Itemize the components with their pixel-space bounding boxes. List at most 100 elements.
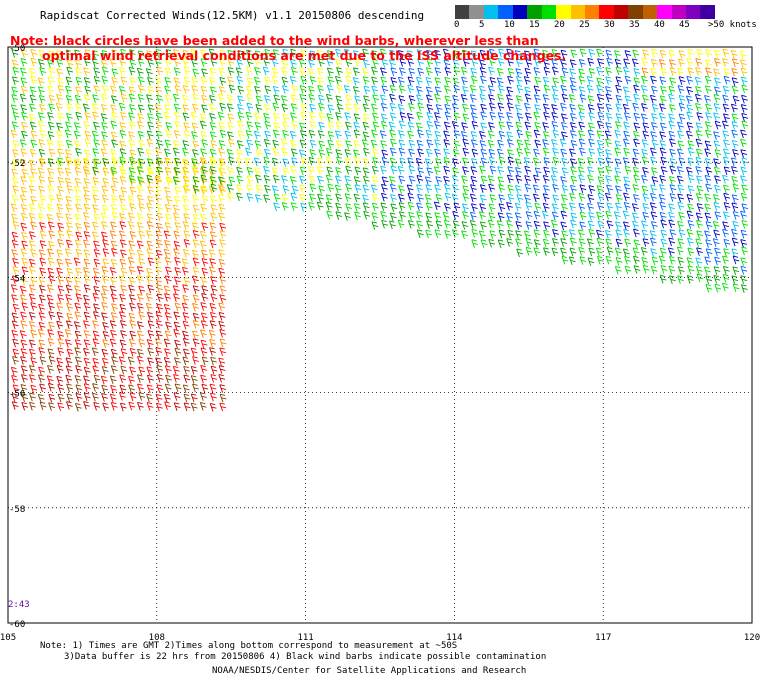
wind-barb xyxy=(444,67,452,76)
wind-barb xyxy=(686,257,694,266)
wind-barb xyxy=(381,59,389,68)
wind-barb xyxy=(83,357,91,367)
wind-barb xyxy=(192,312,200,322)
wind-barb xyxy=(452,229,459,238)
wind-barb xyxy=(677,130,684,140)
wind-barb xyxy=(110,120,118,130)
wind-barb xyxy=(20,365,28,375)
wind-barb xyxy=(163,285,171,295)
wind-barb xyxy=(12,66,20,76)
wind-barb xyxy=(543,221,550,230)
wind-barb xyxy=(605,93,613,103)
wind-barb xyxy=(659,274,667,284)
wind-barb xyxy=(444,76,452,86)
wind-barb xyxy=(173,230,181,240)
wind-barb xyxy=(345,103,353,113)
wind-barb xyxy=(533,229,541,238)
wind-barb xyxy=(219,393,227,403)
wind-barb xyxy=(192,303,199,312)
wind-barb xyxy=(236,157,244,167)
wind-barb xyxy=(561,255,569,265)
wind-barb xyxy=(561,157,569,167)
wind-barb xyxy=(219,402,227,412)
wind-barb xyxy=(183,374,191,384)
wind-barb xyxy=(291,84,299,94)
wind-barb xyxy=(389,93,396,103)
wind-barb xyxy=(254,50,262,60)
wind-barb xyxy=(20,204,28,213)
wind-barb xyxy=(93,76,101,85)
wind-barb xyxy=(73,130,81,140)
wind-barb xyxy=(182,175,190,185)
wind-barb xyxy=(488,203,496,213)
wind-barb xyxy=(444,183,451,193)
wind-barb xyxy=(28,203,36,213)
colorbar-swatch xyxy=(570,5,585,19)
wind-barb xyxy=(389,183,397,193)
wind-barb xyxy=(416,211,424,220)
wind-barb xyxy=(380,76,388,86)
wind-barb xyxy=(515,238,522,247)
wind-barb xyxy=(39,285,46,294)
wind-barb xyxy=(326,84,334,94)
wind-barb xyxy=(12,356,19,365)
wind-barb xyxy=(344,157,352,167)
wind-barb xyxy=(588,112,596,121)
wind-barb xyxy=(209,86,217,96)
wind-barb xyxy=(469,84,477,94)
wind-barb xyxy=(497,176,505,186)
wind-barb xyxy=(596,229,603,239)
wind-barb xyxy=(219,49,227,59)
wind-barb xyxy=(65,195,73,205)
wind-barb xyxy=(723,211,730,220)
wind-barb xyxy=(651,48,658,58)
wind-barb xyxy=(200,148,207,157)
wind-barb xyxy=(128,93,136,103)
wind-barb xyxy=(552,129,560,139)
wind-barb xyxy=(498,194,506,203)
wind-barb xyxy=(92,148,100,157)
wind-barb xyxy=(479,59,486,69)
wind-barb xyxy=(408,95,416,104)
wind-barb xyxy=(605,210,613,220)
y-tick-labels: -50-52-54-56-58-60 xyxy=(9,44,25,630)
wind-barb xyxy=(723,166,731,176)
wind-barb xyxy=(20,222,28,232)
wind-barb xyxy=(434,77,442,86)
wind-barb xyxy=(678,58,685,68)
wind-barb xyxy=(83,77,91,86)
wind-barb xyxy=(92,50,100,59)
wind-barb xyxy=(119,140,127,150)
wind-barb xyxy=(471,239,479,248)
wind-barb xyxy=(92,111,99,121)
wind-barb xyxy=(479,85,486,95)
footer-notes-line-1: Note: 1) Times are GMT 2)Times along bot… xyxy=(40,641,458,651)
wind-barb xyxy=(668,113,676,123)
wind-barb xyxy=(425,129,433,139)
wind-barb xyxy=(290,103,298,112)
wind-barb xyxy=(415,157,423,167)
wind-barb xyxy=(622,103,630,113)
wind-barb xyxy=(731,194,739,203)
wind-barb xyxy=(201,293,208,302)
wind-barb xyxy=(317,175,324,185)
wind-barb xyxy=(101,49,109,59)
wind-barb xyxy=(569,184,577,194)
wind-barb xyxy=(119,213,126,222)
wind-barb xyxy=(227,49,235,59)
wind-barb xyxy=(137,321,144,330)
wind-barb xyxy=(632,184,640,193)
wind-barb xyxy=(291,120,299,130)
wind-barb xyxy=(498,48,505,58)
wind-barb xyxy=(479,67,487,76)
wind-barb xyxy=(129,392,137,402)
wind-barb xyxy=(192,356,199,365)
wind-barb xyxy=(705,166,713,176)
wind-barb xyxy=(101,348,109,358)
wind-barb xyxy=(137,330,144,340)
wind-barb xyxy=(345,121,352,131)
wind-barb xyxy=(226,94,234,104)
wind-barb xyxy=(93,303,100,313)
wind-barb xyxy=(525,112,532,122)
wind-barb xyxy=(271,167,279,176)
